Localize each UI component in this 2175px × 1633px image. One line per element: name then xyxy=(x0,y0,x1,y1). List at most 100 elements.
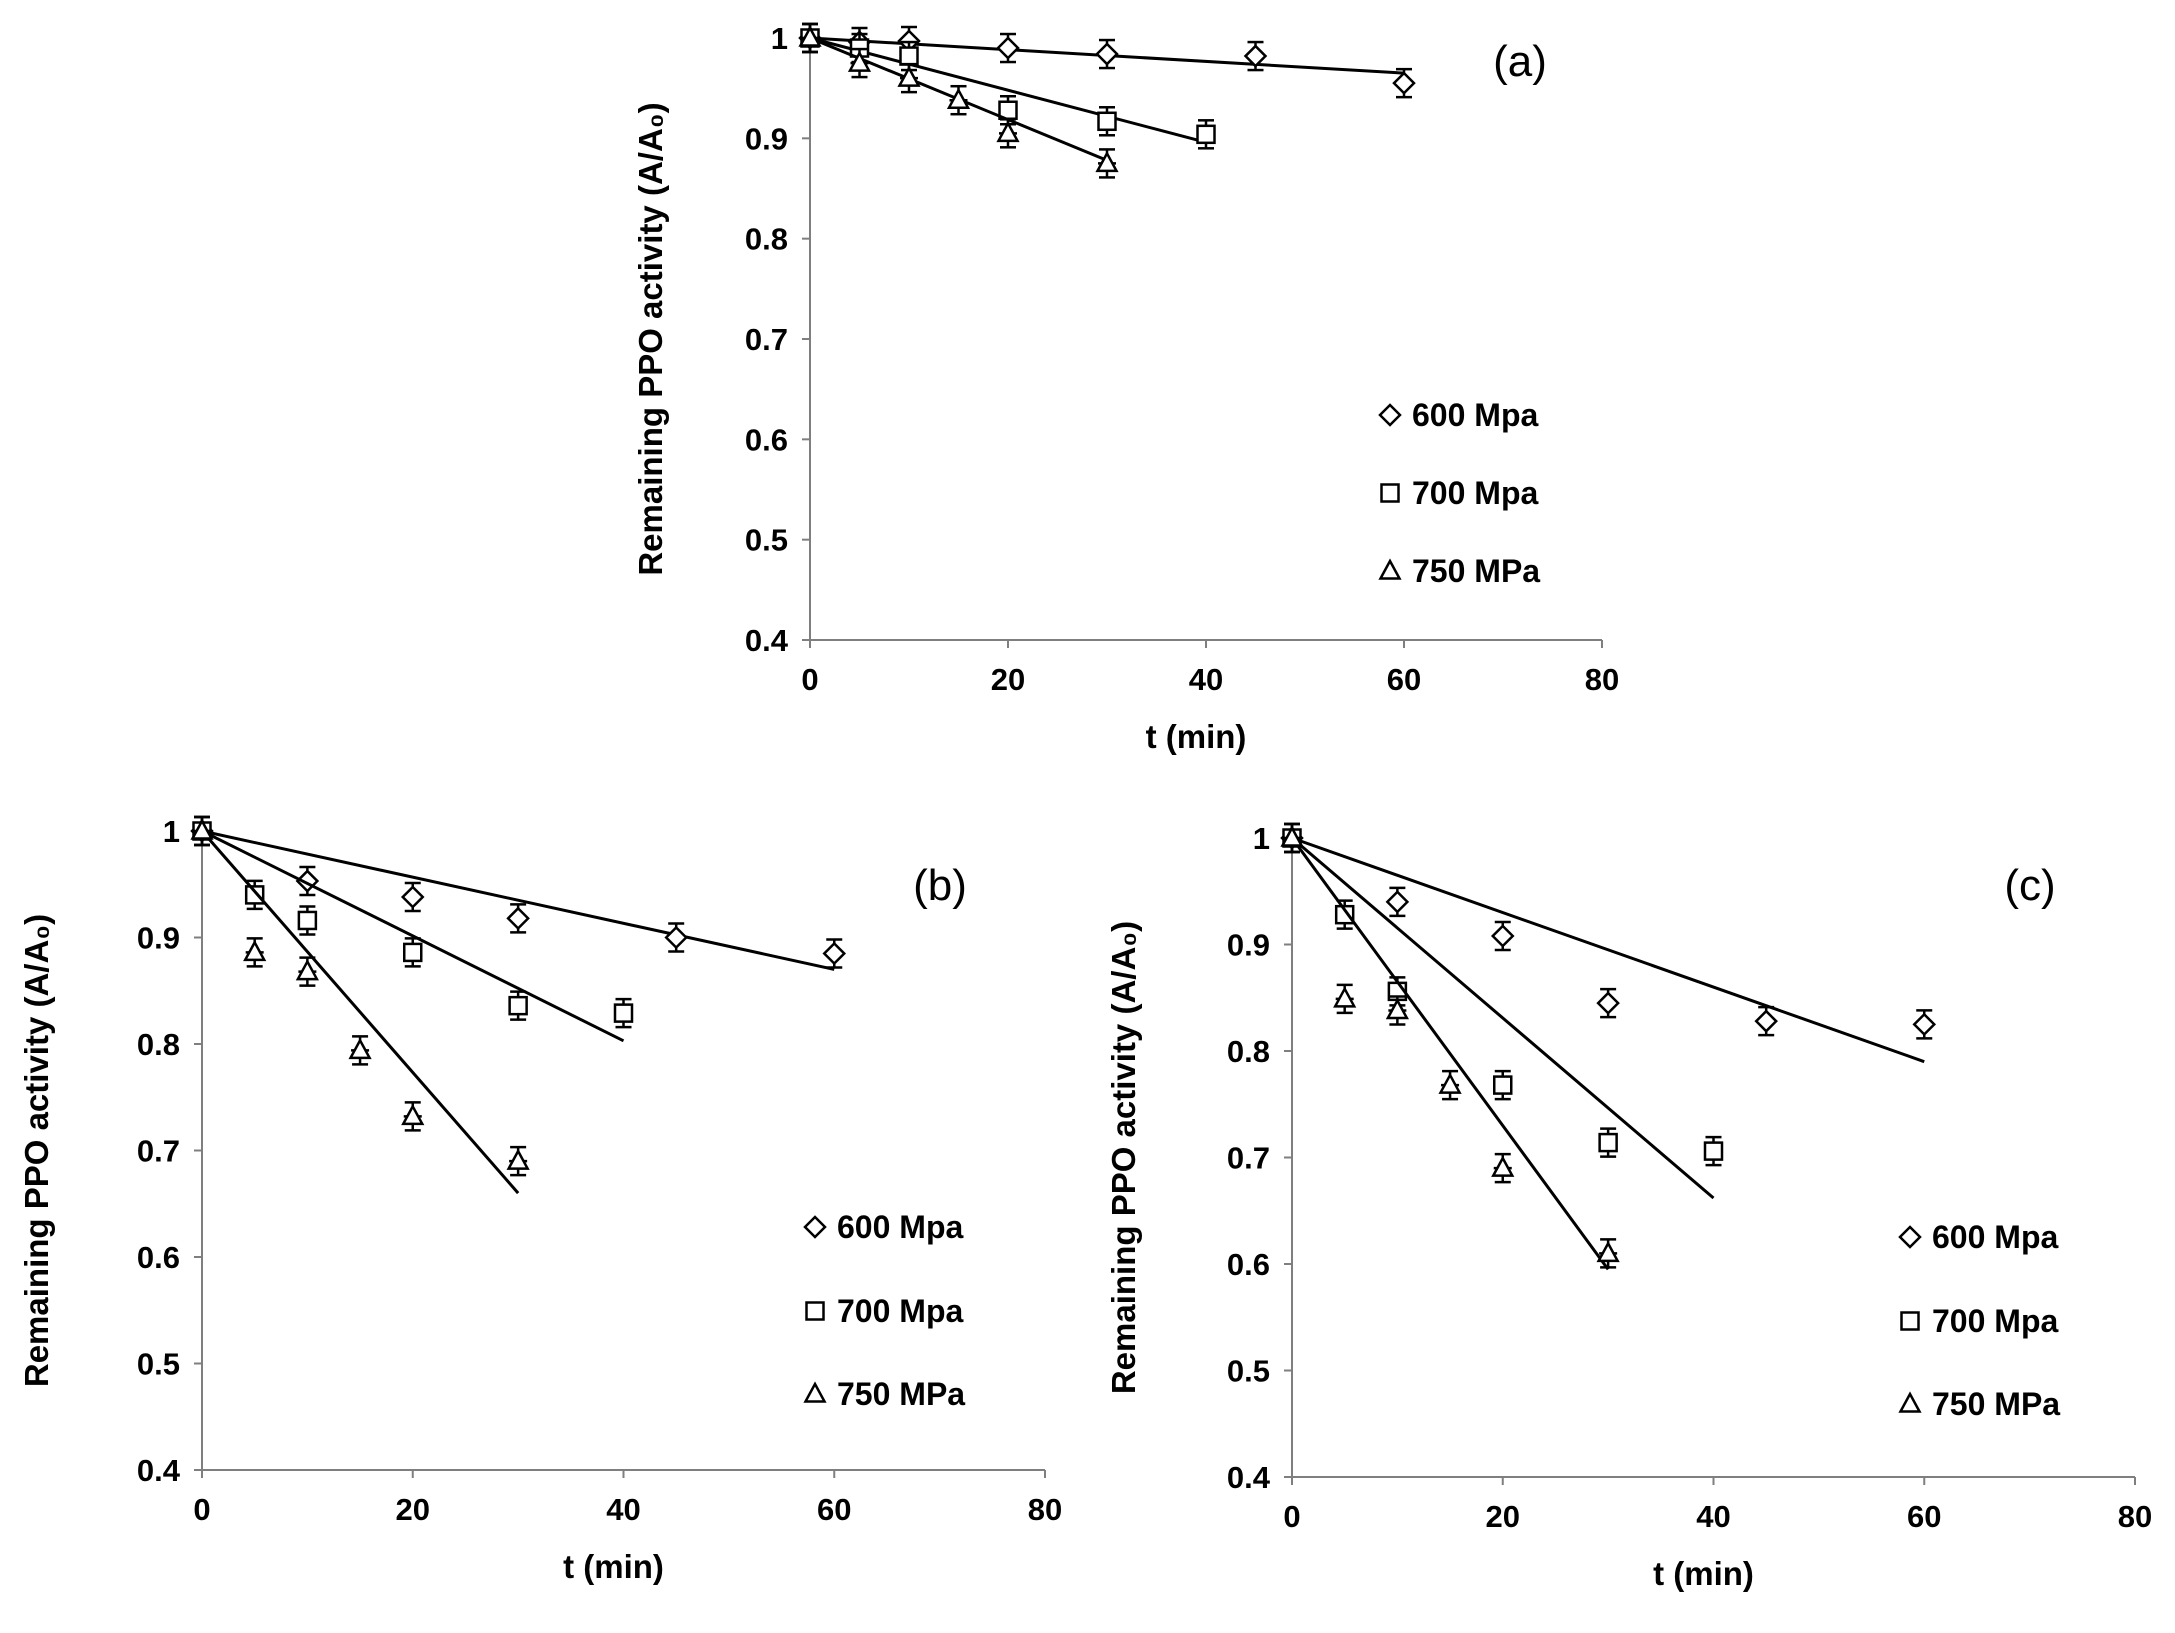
x-tick-label: 20 xyxy=(991,662,1025,697)
data-point xyxy=(946,84,971,116)
triangle-marker xyxy=(243,939,267,962)
x-tick-label: 80 xyxy=(1028,1492,1062,1527)
data-point xyxy=(243,937,267,968)
legend-item: 600 Mpa xyxy=(1378,397,1538,433)
y-tick-label: 0.5 xyxy=(137,1347,180,1382)
fit-line xyxy=(200,830,520,1195)
data-point xyxy=(348,1035,372,1066)
data-point xyxy=(297,905,318,936)
diamond-marker xyxy=(1912,1012,1937,1037)
series-triangle xyxy=(798,22,1119,179)
diamond-marker xyxy=(996,36,1020,60)
legend-square-marker xyxy=(1900,1311,1920,1331)
y-axis-title: Remaining PPO activity (A/A₀) xyxy=(632,102,669,575)
y-tick-label: 0.8 xyxy=(745,222,788,257)
data-point xyxy=(1490,920,1515,952)
triangle-marker xyxy=(1438,1072,1462,1094)
y-tick-label: 0.5 xyxy=(745,523,788,558)
x-tick-label: 20 xyxy=(1486,1499,1520,1534)
data-point xyxy=(899,40,919,72)
legend-square-marker xyxy=(805,1301,825,1321)
x-tick-label: 80 xyxy=(1585,662,1619,697)
fit-line xyxy=(1290,837,1610,1271)
square-marker xyxy=(1334,904,1355,925)
data-point xyxy=(1385,886,1410,918)
data-point xyxy=(1280,822,1304,854)
data-point xyxy=(1493,1069,1513,1101)
square-marker xyxy=(899,46,919,66)
data-point xyxy=(403,937,423,968)
square-marker xyxy=(403,942,423,963)
y-tick-label: 0.4 xyxy=(137,1453,181,1488)
data-point xyxy=(295,956,319,987)
triangle-marker xyxy=(996,120,1020,143)
diamond-marker xyxy=(506,906,530,931)
y-tick-label: 0.4 xyxy=(1227,1460,1271,1495)
series-diamond xyxy=(190,815,847,971)
diamond-marker xyxy=(1095,42,1119,66)
chart-panel-c: 0.4 0.5 0.6 0.7 0.8 0.9 1 0 20 40 60 80 t (min) Remai… xyxy=(1105,821,2152,1592)
fit-line xyxy=(201,829,625,1043)
data-point xyxy=(847,47,872,79)
legend-diamond-marker xyxy=(1378,403,1402,427)
series-square xyxy=(192,815,634,1043)
fit-line xyxy=(809,36,1207,144)
diamond-marker xyxy=(664,925,688,950)
legend-diamond-marker xyxy=(1898,1225,1922,1249)
panel-label: (a) xyxy=(1493,37,1547,86)
y-tick-label: 0.6 xyxy=(745,422,788,457)
legend-item: 700 Mpa xyxy=(1900,1303,2058,1339)
legend-label: 600 Mpa xyxy=(837,1209,963,1245)
legend-label: 700 Mpa xyxy=(1412,475,1538,511)
legend-triangle-marker xyxy=(1378,558,1402,580)
square-marker xyxy=(1097,111,1117,132)
square-marker xyxy=(1493,1075,1513,1095)
y-tick-label: 0.6 xyxy=(1227,1247,1270,1282)
y-tick-label: 0.7 xyxy=(137,1134,180,1169)
data-point xyxy=(400,881,425,913)
data-point xyxy=(506,903,530,934)
diamond-marker xyxy=(400,885,425,909)
legend-item: 750 MPa xyxy=(803,1376,965,1412)
triangle-marker xyxy=(190,818,214,840)
x-tick-label: 0 xyxy=(801,662,818,697)
legend-item: 600 Mpa xyxy=(803,1209,963,1245)
fit-line xyxy=(1291,836,1925,1064)
diamond-marker xyxy=(1596,991,1620,1015)
legend-label: 750 MPa xyxy=(1412,553,1540,589)
fit-line xyxy=(201,829,835,971)
triangle-marker xyxy=(897,65,921,87)
legend-triangle-marker xyxy=(803,1381,827,1403)
x-tick-label: 40 xyxy=(1189,662,1223,697)
triangle-marker xyxy=(1280,825,1304,847)
data-point xyxy=(1196,119,1216,150)
legend-label: 700 Mpa xyxy=(1932,1303,2058,1339)
data-point xyxy=(613,997,634,1029)
legend-item: 750 MPa xyxy=(1898,1386,2060,1422)
series-diamond xyxy=(798,22,1416,99)
square-marker xyxy=(613,1003,634,1023)
x-tick-label: 80 xyxy=(2118,1499,2152,1534)
series-diamond xyxy=(1280,822,1937,1064)
data-point xyxy=(1333,983,1357,1015)
x-tick-label: 0 xyxy=(1283,1499,1300,1534)
data-point xyxy=(244,879,265,911)
triangle-marker xyxy=(847,50,872,72)
x-axis-title: t (min) xyxy=(1146,718,1247,755)
data-point xyxy=(996,32,1020,64)
legend-label: 600 Mpa xyxy=(1412,397,1538,433)
triangle-marker xyxy=(1596,1240,1620,1263)
panel-label: (b) xyxy=(913,861,967,910)
data-point xyxy=(1912,1009,1937,1040)
diamond-marker xyxy=(1243,44,1268,68)
series-square xyxy=(1282,822,1724,1200)
diamond-marker xyxy=(1385,890,1410,914)
diamond-marker xyxy=(1490,924,1515,948)
data-point xyxy=(1334,899,1355,930)
x-tick-label: 60 xyxy=(1907,1499,1941,1534)
x-tick-label: 40 xyxy=(1696,1499,1730,1534)
square-marker xyxy=(1703,1141,1724,1161)
triangle-marker xyxy=(348,1037,372,1060)
data-point xyxy=(1385,995,1409,1026)
